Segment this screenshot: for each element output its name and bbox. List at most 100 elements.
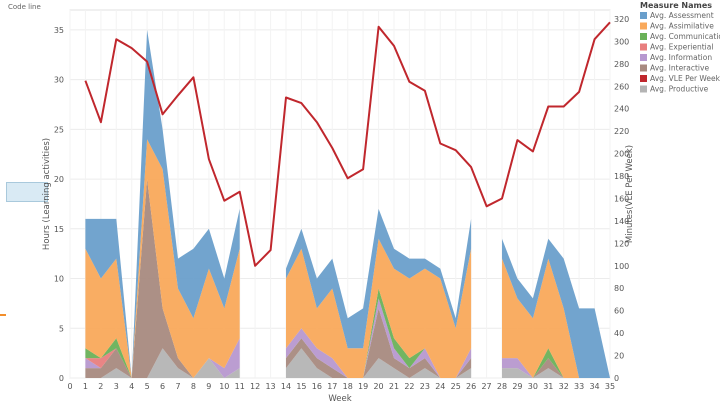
x-tick-label: 8 xyxy=(191,382,196,391)
x-tick-label: 23 xyxy=(420,382,430,391)
y-right-tick-label: 120 xyxy=(614,239,629,248)
x-tick-label: 18 xyxy=(343,382,353,391)
side-panel-box xyxy=(6,182,48,202)
x-tick-label: 9 xyxy=(206,382,211,391)
x-tick-label: 10 xyxy=(219,382,229,391)
legend-item-label: Avg. Assimilative xyxy=(650,22,714,31)
area-avg-information-seg2 xyxy=(286,298,472,378)
x-tick-label: 30 xyxy=(528,382,538,391)
legend: Measure Names Avg. Assessment Avg. Assimi… xyxy=(640,1,720,94)
x-tick-label: 22 xyxy=(404,382,414,391)
x-tick-label: 20 xyxy=(373,382,383,391)
y-right-tick-label: 100 xyxy=(614,262,629,271)
area-avg-interactive-seg2 xyxy=(286,308,472,378)
y-axis-right: 0 20 40 60 80 100 120 140 160 180 200 220 240 260 280 3… xyxy=(614,15,629,383)
x-tick-label: 3 xyxy=(114,382,119,391)
y-left-tick-label: 10 xyxy=(54,275,64,284)
y-axis-left: 0 5 10 15 20 25 30 35 xyxy=(54,26,64,383)
x-tick-label: 4 xyxy=(129,382,134,391)
x-tick-label: 0 xyxy=(67,382,72,391)
x-tick-label: 1 xyxy=(83,382,88,391)
x-tick-label: 6 xyxy=(160,382,165,391)
y-right-tick-label: 60 xyxy=(614,307,624,316)
y-axis-right-title: Minutes(VLE Per Week) xyxy=(625,145,635,243)
legend-swatch xyxy=(640,85,647,93)
x-axis-title: Week xyxy=(328,394,351,404)
x-tick-label: 32 xyxy=(559,382,569,391)
y-left-tick-label: 30 xyxy=(54,76,64,85)
legend-item-label: Avg. Interactive xyxy=(650,64,709,73)
area-avg-productive-seg3 xyxy=(502,368,610,378)
x-tick-label: 7 xyxy=(175,382,180,391)
x-tick-label: 15 xyxy=(296,382,306,391)
y-right-tick-label: 260 xyxy=(614,82,629,91)
legend-item-label: Avg. Experiential xyxy=(650,43,713,52)
y-right-tick-label: 140 xyxy=(614,217,629,226)
y-right-tick-label: 300 xyxy=(614,37,629,46)
x-tick-label: 35 xyxy=(605,382,615,391)
legend-swatch xyxy=(640,75,647,82)
y-left-tick-label: 35 xyxy=(54,26,64,35)
legend-swatch xyxy=(640,43,647,51)
y-right-tick-label: 220 xyxy=(614,127,629,136)
vle-line-layer xyxy=(84,21,611,267)
area-avg-assessment-seg2 xyxy=(286,208,472,349)
y-right-tick-label: 200 xyxy=(614,150,629,159)
area-avg-assessment-seg3 xyxy=(502,238,610,378)
area-avg-assimilative-seg3 xyxy=(502,258,610,378)
x-tick-label: 26 xyxy=(466,382,476,391)
x-tick-label: 12 xyxy=(250,382,260,391)
legend-swatch xyxy=(640,54,647,61)
legend-item-label: Avg. Information xyxy=(650,53,712,62)
vle-per-week-line xyxy=(84,21,611,267)
x-tick-label: 25 xyxy=(451,382,461,391)
y-left-tick-label: 15 xyxy=(54,225,64,234)
legend-swatch xyxy=(640,12,647,19)
legend-title: Measure Names xyxy=(640,1,712,10)
y-right-tick-label: 80 xyxy=(614,284,624,293)
legend-item-label: Avg. Productive xyxy=(650,85,709,94)
x-tick-label: 5 xyxy=(145,382,150,391)
x-tick-label: 24 xyxy=(435,382,445,391)
x-tick-label: 13 xyxy=(265,382,275,391)
y-left-tick-label: 5 xyxy=(59,324,64,333)
x-tick-label: 16 xyxy=(312,382,322,391)
area-series xyxy=(85,29,610,379)
x-tick-label: 33 xyxy=(574,382,584,391)
y-right-tick-label: 20 xyxy=(614,352,624,361)
x-tick-label: 28 xyxy=(497,382,507,391)
legend-swatch xyxy=(640,22,647,30)
y-right-tick-label: 180 xyxy=(614,172,629,181)
side-marker xyxy=(0,314,6,316)
y-right-tick-label: 240 xyxy=(614,105,629,114)
area-avg-experiential-seg1 xyxy=(85,179,240,378)
area-avg-assimilative-seg1 xyxy=(85,139,240,378)
y-right-tick-label: 280 xyxy=(614,60,629,69)
legend-item-label: Avg. Communication xyxy=(650,32,720,41)
y-right-tick-label: 160 xyxy=(614,194,629,203)
area-avg-productive-seg1 xyxy=(85,348,240,378)
y-left-tick-label: 0 xyxy=(59,374,64,383)
y-right-tick-label: 40 xyxy=(614,329,624,338)
y-left-tick-label: 25 xyxy=(54,125,64,134)
y-right-tick-label: 0 xyxy=(614,374,619,383)
legend-swatch xyxy=(640,33,647,40)
x-tick-label: 2 xyxy=(98,382,103,391)
x-tick-label: 31 xyxy=(543,382,553,391)
area-avg-information-seg3 xyxy=(502,358,610,378)
x-tick-label: 17 xyxy=(327,382,337,391)
x-tick-label: 14 xyxy=(281,382,291,391)
area-avg-assimilative-seg2 xyxy=(286,238,472,378)
area-avg-interactive-seg1 xyxy=(85,179,240,378)
x-tick-label: 27 xyxy=(481,382,491,391)
y-right-tick-label: 320 xyxy=(614,15,629,24)
x-tick-label: 11 xyxy=(235,382,245,391)
x-tick-label: 29 xyxy=(512,382,522,391)
x-tick-label: 19 xyxy=(358,382,368,391)
header-label: Code line xyxy=(8,3,41,11)
area-avg-assessment-seg1 xyxy=(85,29,240,379)
x-axis: 0 1 2 3 4 5 6 7 8 9 10 11 12 13 14 15 16 17 18 19 20 21 22 23 24… xyxy=(67,382,615,391)
y-left-tick-label: 20 xyxy=(54,175,64,184)
legend-item-label: Avg. Assessment xyxy=(650,11,714,20)
